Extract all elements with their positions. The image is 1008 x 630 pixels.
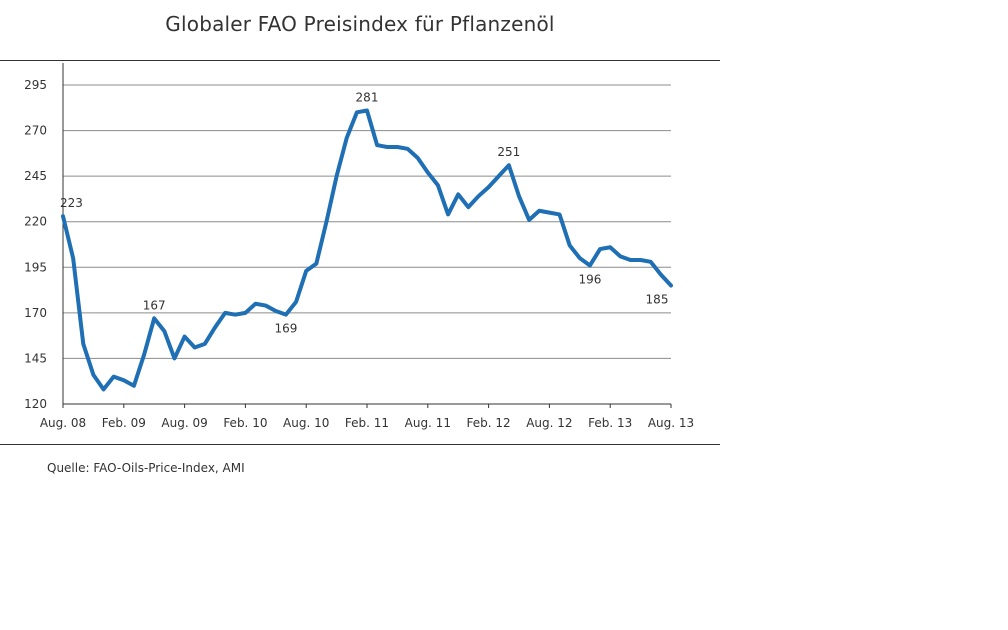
series-layer [61, 108, 673, 392]
axes [62, 63, 672, 408]
chart-title: Globaler FAO Preisindex für Pflanzenöl [165, 12, 555, 36]
x-tick-label: Aug. 08 [40, 416, 86, 430]
y-tick-label: 295 [24, 78, 47, 92]
x-tick-label: Aug. 12 [526, 416, 572, 430]
x-tick-label: Aug. 09 [161, 416, 207, 430]
footer-divider [0, 444, 720, 445]
data-label: 251 [497, 145, 520, 159]
data-label: 196 [578, 272, 601, 286]
series-line [61, 108, 673, 392]
source-note: Quelle: FAO-Oils-Price-Index, AMI [47, 461, 245, 475]
y-tick-label: 245 [24, 169, 47, 183]
y-tick-label: 270 [24, 124, 47, 138]
y-tick-label: 145 [24, 351, 47, 365]
data-labels: 223 167 169 281 251 196 185 [60, 91, 668, 336]
x-tick-label: Aug. 11 [405, 416, 451, 430]
x-tick-label: Feb. 13 [588, 416, 632, 430]
x-tick-label: Aug. 13 [648, 416, 694, 430]
x-tick-labels: Aug. 08 Feb. 09 Aug. 09 Feb. 10 Aug. 10 Feb. … [40, 416, 694, 430]
data-label: 169 [274, 322, 297, 336]
data-label: 167 [143, 298, 166, 312]
y-tick-label: 195 [24, 260, 47, 274]
title-divider [0, 60, 720, 61]
x-tick-label: Feb. 11 [345, 416, 389, 430]
data-label: 185 [646, 293, 669, 307]
data-label: 223 [60, 196, 83, 210]
x-tick-label: Feb. 10 [223, 416, 267, 430]
grid-lines [63, 84, 671, 359]
x-tick-label: Aug. 10 [283, 416, 329, 430]
y-tick-label: 220 [24, 215, 47, 229]
x-tick-label: Feb. 12 [467, 416, 511, 430]
y-tick-labels: 120 145 170 195 220 245 270 295 [24, 78, 47, 411]
y-tick-label: 170 [24, 306, 47, 320]
x-tick-label: Feb. 09 [102, 416, 146, 430]
y-tick-label: 120 [24, 397, 47, 411]
data-label: 281 [356, 91, 379, 105]
